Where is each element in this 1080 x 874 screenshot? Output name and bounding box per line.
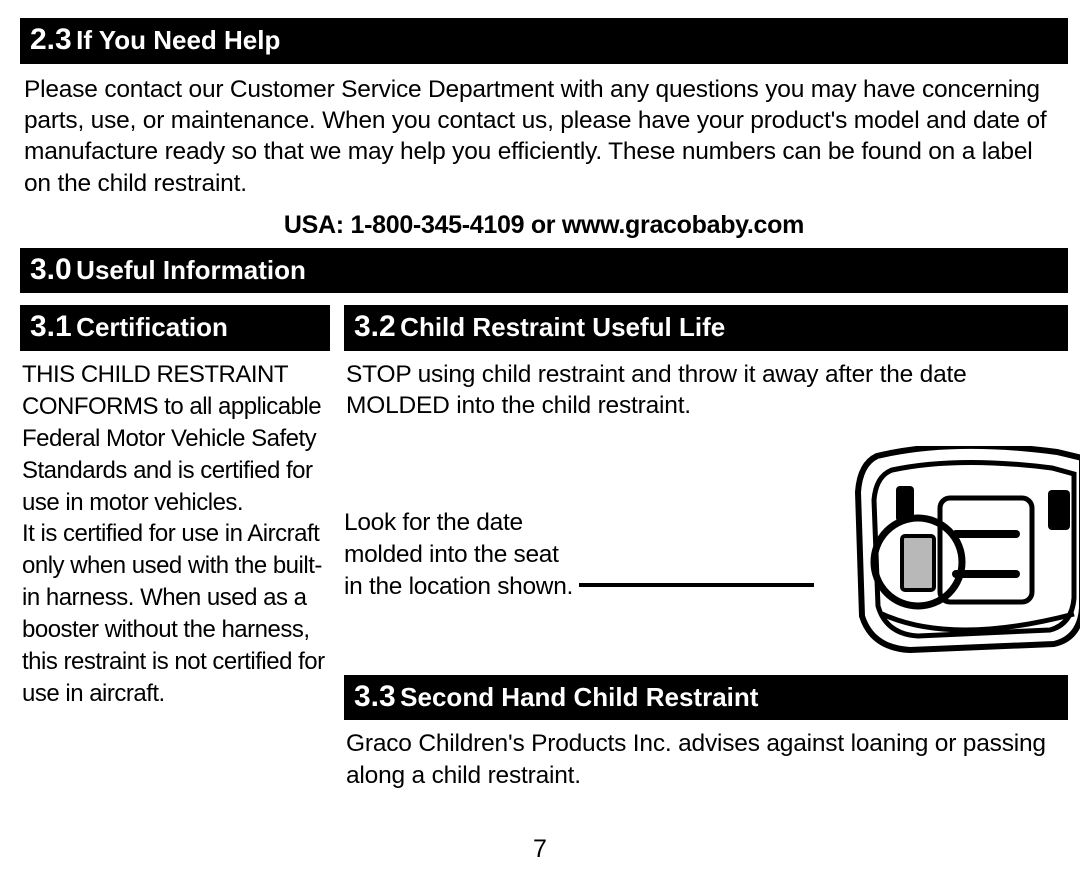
section-3-2-title: Child Restraint Useful Life [400,312,725,342]
section-3-2-body: STOP using child restraint and throw it … [346,359,1066,422]
section-3-0-number: 3.0 [30,253,72,286]
section-3-1-body: THIS CHILD RESTRAINT CONFORMS to all app… [22,359,328,710]
section-3-1-number: 3.1 [30,310,72,343]
section-3-3-header: 3.3 Second Hand Child Restraint [344,675,1068,721]
columns-row: 3.1 Certification THIS CHILD RESTRAINT C… [20,305,1068,790]
section-3-1-header: 3.1 Certification [20,305,330,351]
section-3-0-title: Useful Information [76,255,306,285]
contact-line: USA: 1-800-345-4109 or www.gracobaby.com [20,211,1068,240]
section-3-3-body: Graco Children's Products Inc. advises a… [346,728,1066,791]
section-3-0-header: 3.0 Useful Information [20,248,1068,294]
car-seat-bottom-icon [822,446,1080,661]
section-2-3-number: 2.3 [30,23,72,56]
look-text: Look for the date molded into the seat i… [344,507,573,603]
column-right: 3.2 Child Restraint Useful Life STOP usi… [344,305,1068,790]
section-3-1-title: Certification [76,312,228,342]
section-2-3-header: 2.3 If You Need Help [20,18,1068,64]
leader-line [579,583,814,587]
section-2-3-body: Please contact our Customer Service Depa… [24,74,1064,199]
look-row: Look for the date molded into the seat i… [344,450,1068,661]
section-2-3-title: If You Need Help [76,25,280,55]
section-3-2-header: 3.2 Child Restraint Useful Life [344,305,1068,351]
section-3-3-title: Second Hand Child Restraint [400,682,758,712]
section-3-2-number: 3.2 [354,310,396,343]
section-3-3-number: 3.3 [354,680,396,713]
page-number: 7 [0,835,1080,864]
column-left: 3.1 Certification THIS CHILD RESTRAINT C… [20,305,330,790]
